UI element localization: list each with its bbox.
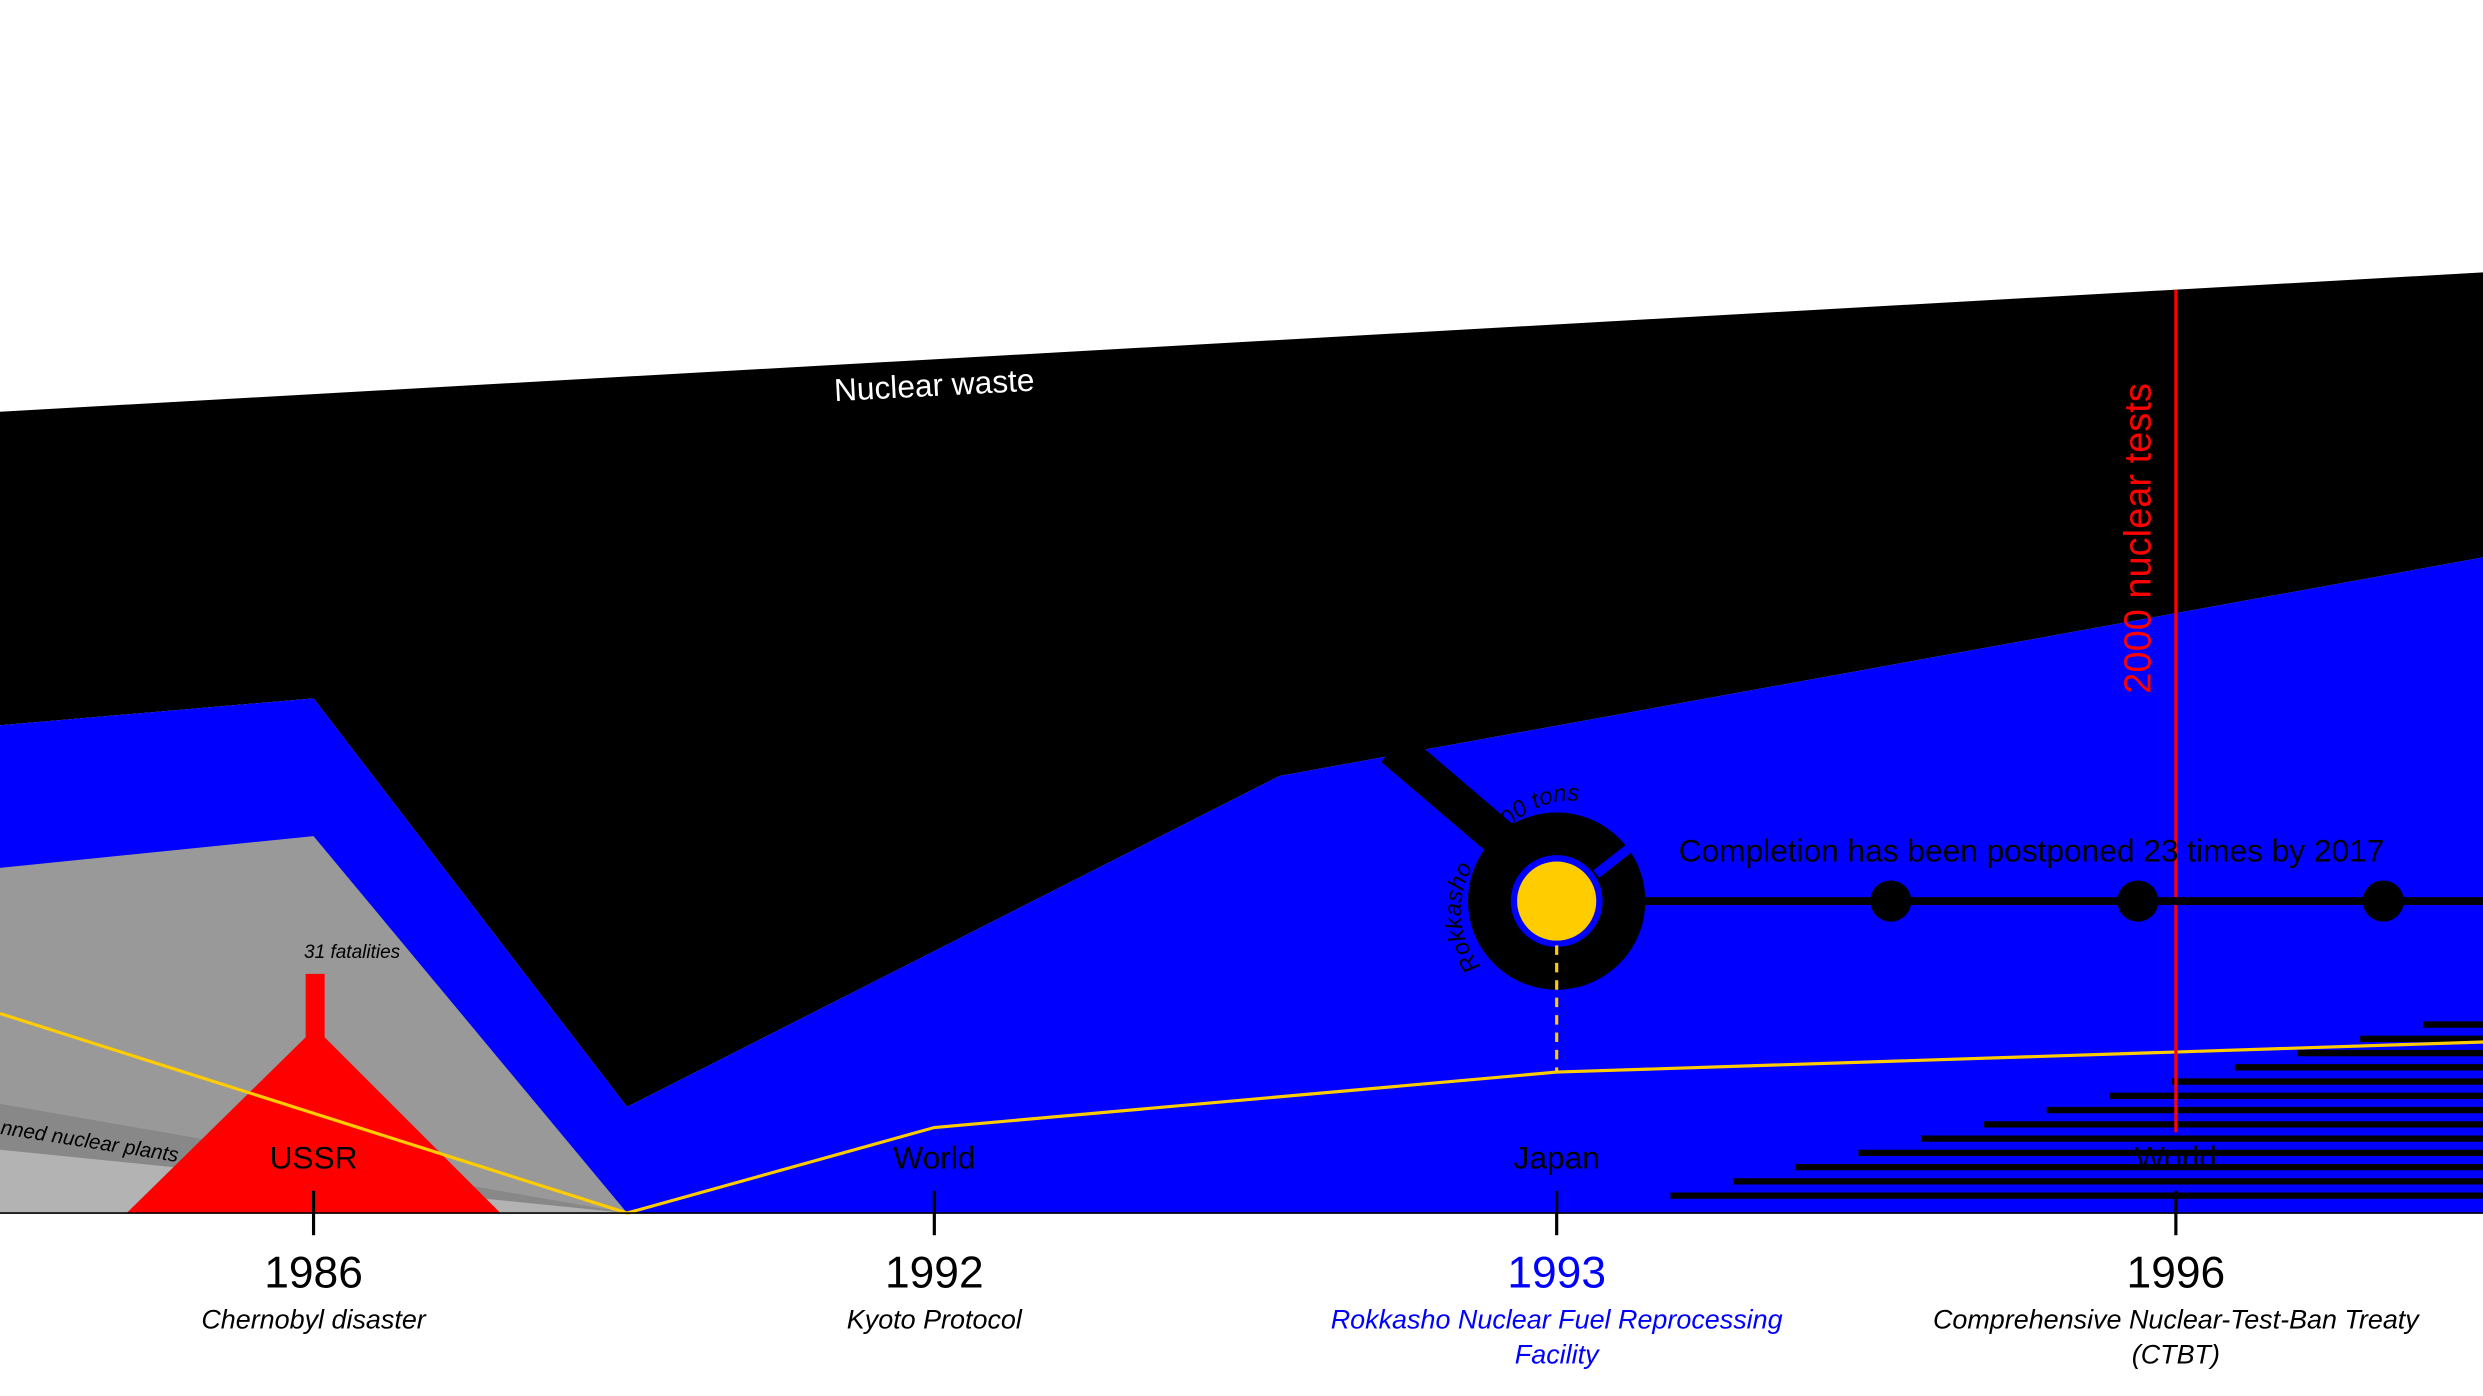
events: USSR 1986 World 1992 Japan 1993 World 1996 bbox=[264, 1140, 2225, 1298]
fatalities-label: 31 fatalities bbox=[304, 942, 401, 963]
region-label: World bbox=[893, 1140, 975, 1176]
dot bbox=[2117, 880, 2159, 922]
waste-band bbox=[0, 272, 2483, 1107]
connector bbox=[1381, 733, 1514, 854]
hatch bbox=[1670, 1021, 2483, 1199]
postponed-label: Completion has been postponed 23 times b… bbox=[1679, 832, 2385, 868]
dot bbox=[2362, 880, 2404, 922]
yellow-line bbox=[0, 1011, 2483, 1215]
event-label: Chernobyl disaster bbox=[201, 1304, 426, 1335]
region-label: World bbox=[2135, 1140, 2217, 1176]
ring-gap bbox=[1593, 835, 1644, 878]
year-label: 1996 bbox=[2127, 1248, 2226, 1297]
year-label: 1986 bbox=[264, 1248, 363, 1297]
tests-label: 2000 nuclear tests bbox=[2118, 383, 2160, 694]
blue-band bbox=[0, 557, 2483, 1214]
year-label: 1992 bbox=[885, 1248, 984, 1297]
dot bbox=[1870, 880, 1912, 922]
event-label: Comprehensive Nuclear-Test-Ban Treaty (C… bbox=[1932, 1304, 2419, 1370]
region-label: USSR bbox=[270, 1140, 358, 1176]
event-label: Rokkasho Nuclear Fuel Reprocessing Facil… bbox=[1330, 1304, 1783, 1370]
facility-dot bbox=[1510, 855, 1603, 947]
event-label: Kyoto Protocol bbox=[846, 1304, 1022, 1335]
year-label: 1993 bbox=[1507, 1248, 1606, 1297]
chernobyl-marker bbox=[126, 973, 501, 1214]
region-label: Japan bbox=[1514, 1140, 1600, 1176]
